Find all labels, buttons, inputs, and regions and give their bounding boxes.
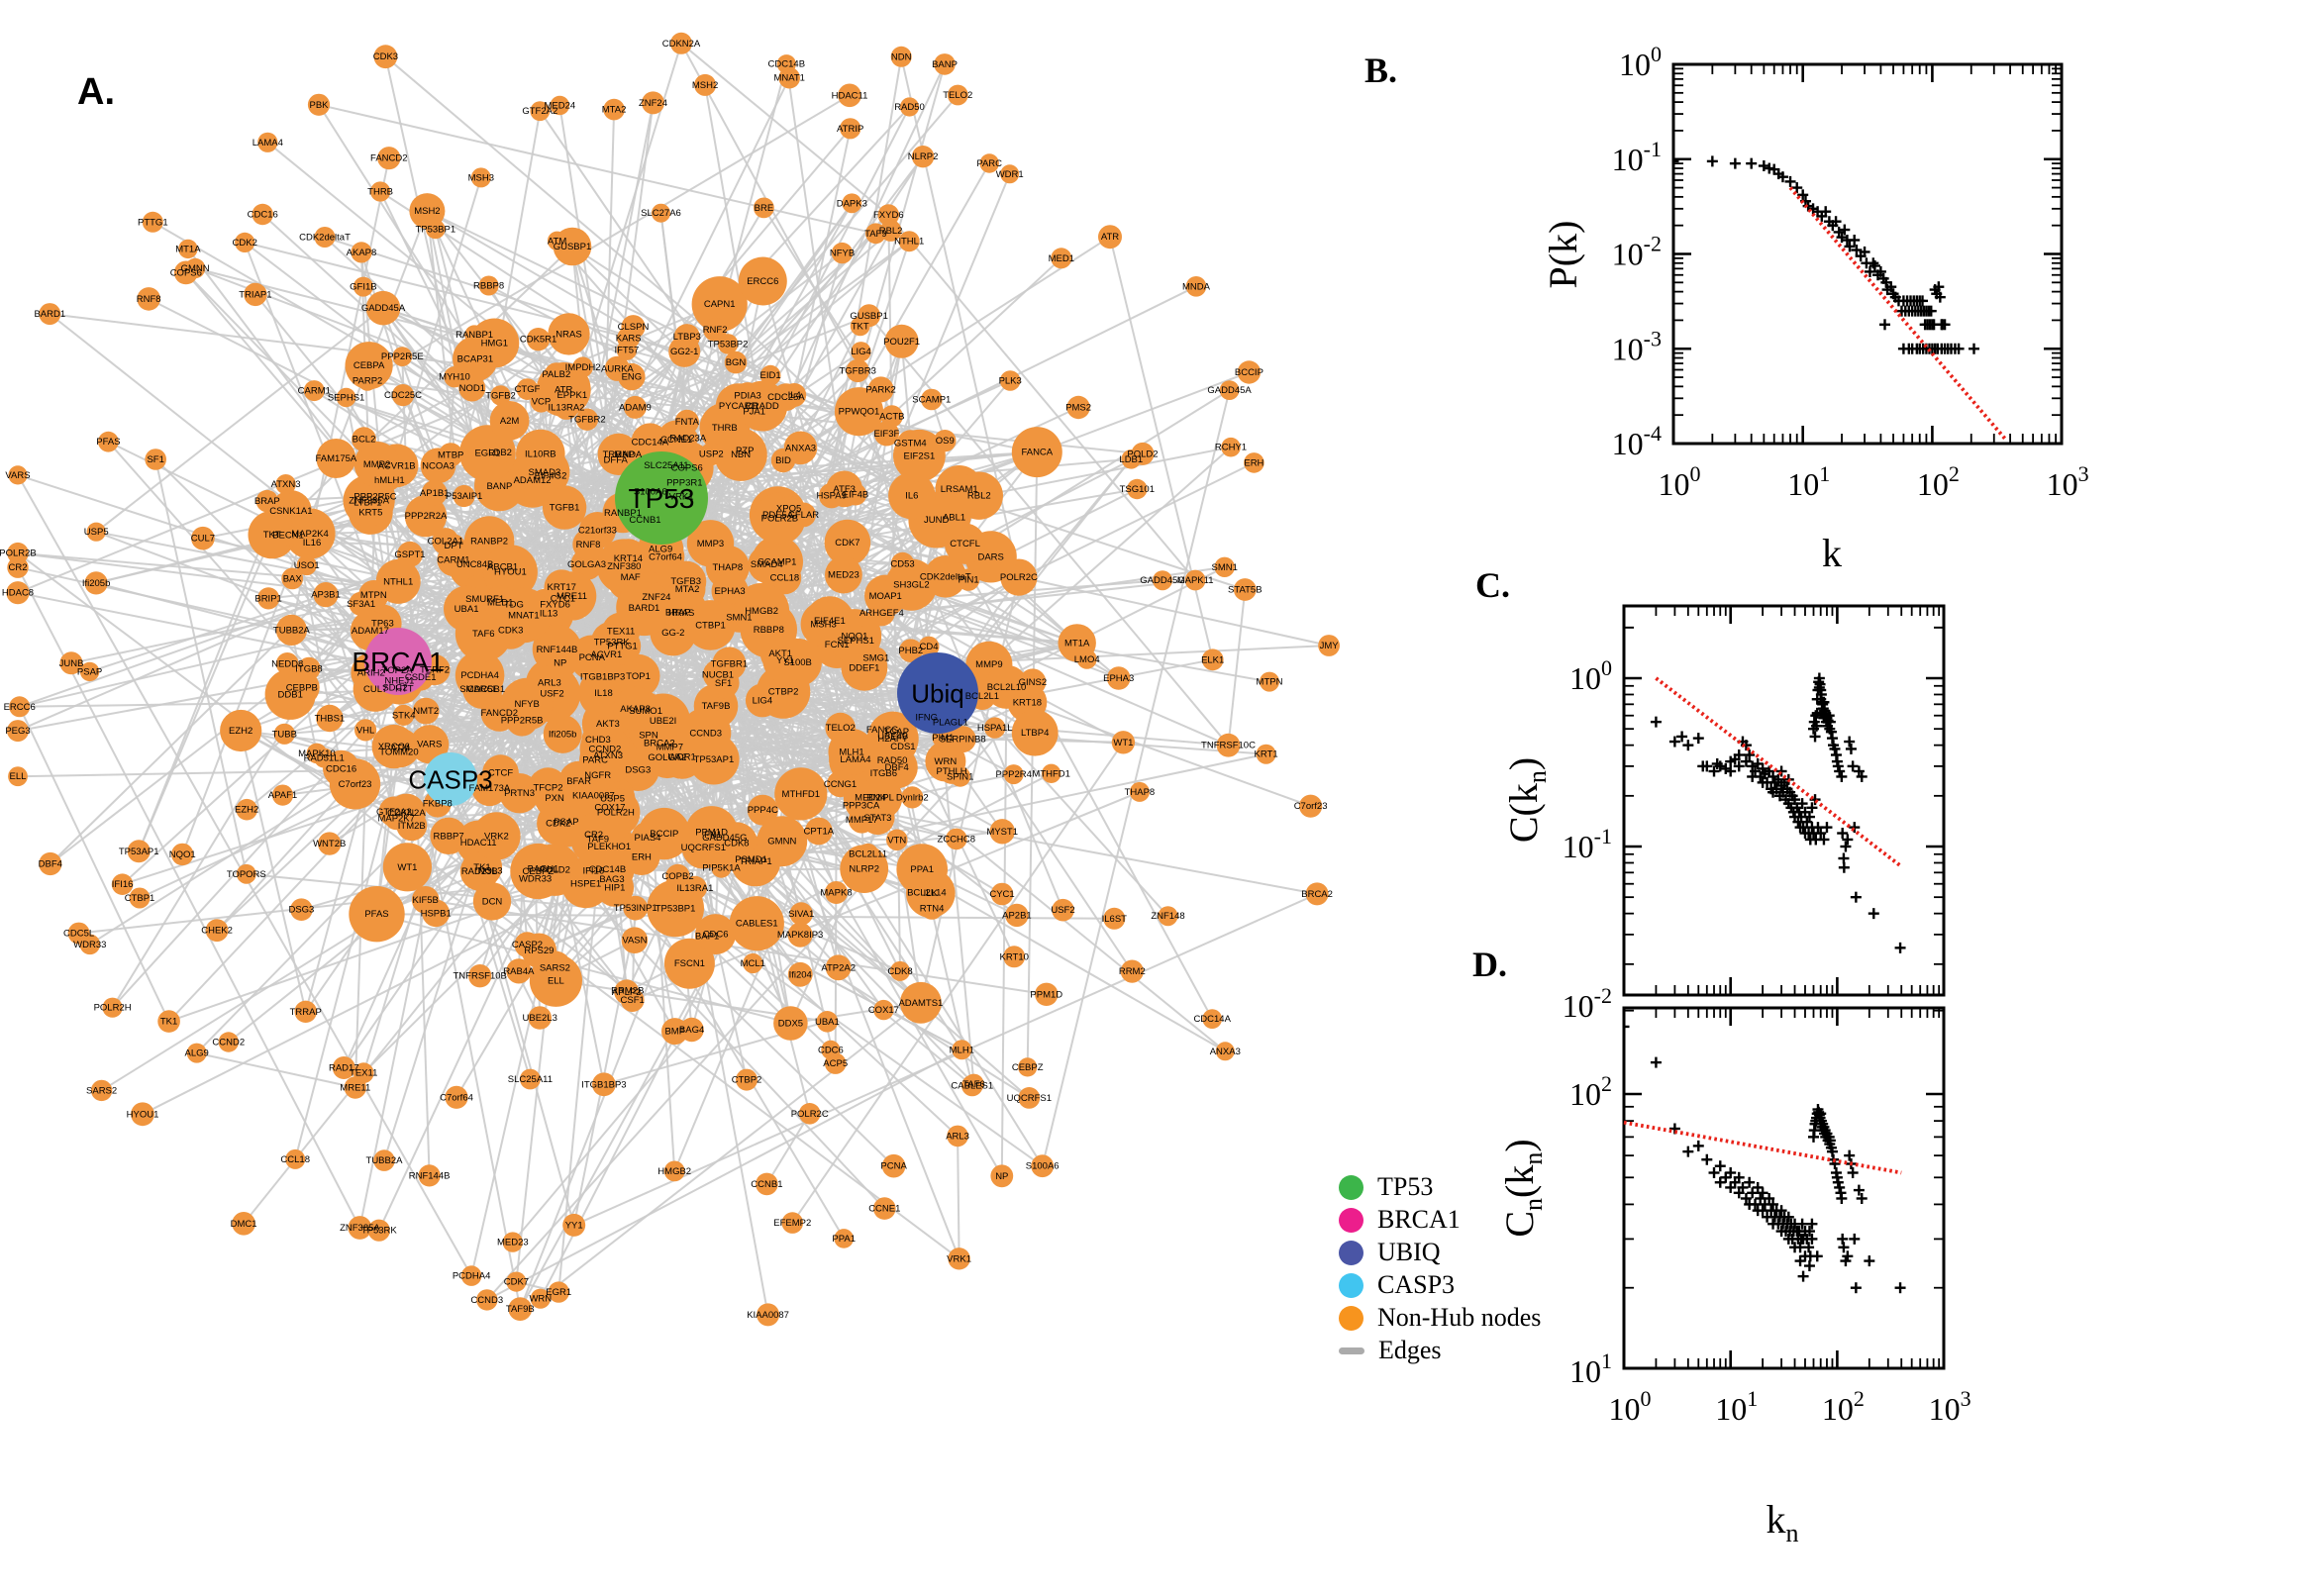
power-law-fit-line — [1788, 186, 2008, 442]
axis-tick-label: 101 — [1715, 1386, 1758, 1427]
axis-tick-label: 101 — [1787, 461, 1830, 502]
axis-tick-label: 10-3 — [1612, 326, 1662, 366]
legend-item-edges: Edges — [1339, 1335, 1541, 1366]
legend-item-tp53: TP53 — [1339, 1171, 1541, 1203]
legend-item-brca1: BRCA1 — [1339, 1204, 1541, 1236]
power-law-fit-line — [1623, 1120, 1902, 1175]
hub-node-CASP3 — [424, 752, 477, 806]
axis-tick-label: 102 — [1917, 461, 1960, 502]
scatter-points — [1624, 1021, 1906, 1294]
axis-tick-label: 103 — [1929, 1386, 1971, 1427]
legend-label: BRCA1 — [1377, 1205, 1461, 1234]
tp53-dot-icon — [1339, 1174, 1364, 1200]
axis-tick-label: 101 — [1569, 1348, 1612, 1389]
panel-label-a: A. — [77, 71, 115, 113]
panel-c-plot: 100 10-1 10-2 C(kn) — [1501, 604, 1946, 1024]
legend-item-casp3: CASP3 — [1339, 1269, 1541, 1301]
axis-tick-label: 103 — [2047, 461, 2089, 502]
legend-item-nonhub: Non-Hub nodes — [1339, 1302, 1541, 1334]
network-legend: TP53 BRCA1 UBIQ CASP3 Non-Hub nodes Edge… — [1339, 1171, 1541, 1367]
hub-label-BRCA1: BRCA1 — [352, 647, 444, 677]
axis-tick-label: 10-1 — [1612, 137, 1662, 177]
hub-node-UBIQ — [897, 652, 978, 734]
axis-tick-label: 102 — [1822, 1386, 1865, 1427]
axis-tick-label: 10-2 — [1563, 983, 1612, 1024]
legend-label: UBIQ — [1377, 1238, 1441, 1266]
hub-label-UBIQ: Ubiq — [911, 678, 963, 708]
panel-label-b: B. — [1364, 50, 1398, 90]
hub-label-TP53: TP53 — [629, 483, 695, 514]
panel-label-d: D. — [1472, 945, 1507, 984]
ubiq-dot-icon — [1339, 1240, 1364, 1265]
nonhub-dot-icon — [1339, 1305, 1364, 1331]
scatter-points — [1673, 155, 1980, 354]
plot-frame — [1622, 604, 1946, 997]
legend-label: CASP3 — [1377, 1270, 1456, 1299]
hub-nodes — [364, 451, 978, 806]
edge-line-icon — [1339, 1347, 1364, 1354]
axis-tick-label: 100 — [1609, 1386, 1652, 1427]
y-axis-title: C(kn) — [1501, 757, 1552, 843]
plot-frame — [1671, 62, 2064, 446]
panel-label-c: C. — [1475, 565, 1510, 605]
axis-tick-label: 100 — [1619, 42, 1662, 82]
brca1-dot-icon — [1339, 1207, 1364, 1233]
legend-label: TP53 — [1377, 1172, 1434, 1201]
legend-item-ubiq: UBIQ — [1339, 1237, 1541, 1268]
axis-tick-label: 10-1 — [1563, 824, 1612, 864]
axis-tick-label: 102 — [1569, 1071, 1612, 1112]
scatter-points — [1650, 672, 1906, 953]
y-axis-title: P(k) — [1541, 221, 1585, 289]
axis-ticks — [1622, 606, 1946, 995]
x-axis-title: kn — [1767, 1497, 1799, 1547]
hub-node-BRCA1 — [364, 628, 432, 695]
legend-label: Non-Hub nodes — [1377, 1303, 1542, 1332]
legend-label: Edges — [1378, 1336, 1442, 1364]
axis-tick-label: 10-4 — [1612, 421, 1662, 461]
axis-tick-label: 100 — [1569, 655, 1612, 696]
network-node-labels: STAT3RANBP2FANCACTCFATF3TP63SMAD4SMAD3AB… — [0, 39, 1339, 1321]
casp3-dot-icon — [1339, 1272, 1364, 1298]
axis-ticks — [1622, 1008, 1946, 1368]
network-nodes — [6, 32, 1340, 1327]
hub-label-CASP3: CASP3 — [408, 764, 492, 794]
plot-frame — [1622, 1006, 1946, 1370]
panel-b-plot: 100 101 102 103 100 10-1 10-2 10-3 10-4 k P(k) — [1541, 42, 2089, 575]
y-axis-title: Cn(kn) — [1497, 1139, 1548, 1237]
axis-tick-label: 100 — [1659, 461, 1701, 502]
x-axis-title: k — [1822, 531, 1842, 575]
axis-ticks — [1671, 62, 2064, 446]
hub-node-TP53 — [615, 451, 708, 545]
axis-tick-label: 10-2 — [1612, 232, 1662, 272]
